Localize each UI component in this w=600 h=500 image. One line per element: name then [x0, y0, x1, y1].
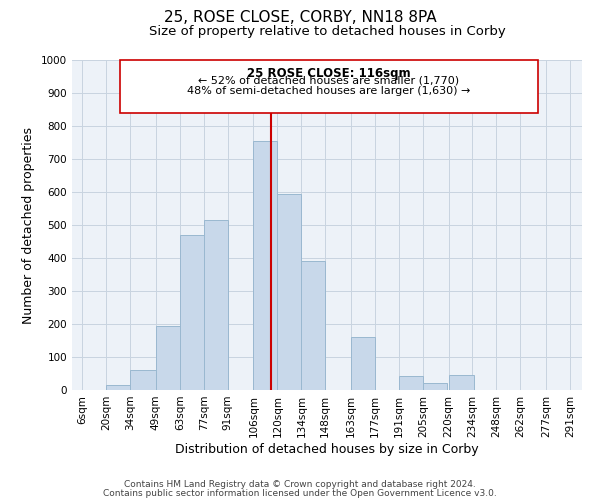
Bar — [130, 370, 156, 390]
Y-axis label: Number of detached properties: Number of detached properties — [22, 126, 35, 324]
FancyBboxPatch shape — [120, 60, 538, 113]
Text: Contains HM Land Registry data © Crown copyright and database right 2024.: Contains HM Land Registry data © Crown c… — [124, 480, 476, 489]
Bar — [253, 141, 277, 390]
Bar — [156, 326, 180, 390]
Bar — [351, 337, 375, 390]
Text: 25 ROSE CLOSE: 116sqm: 25 ROSE CLOSE: 116sqm — [247, 66, 410, 80]
Bar — [449, 376, 474, 390]
Bar — [106, 385, 130, 390]
Bar — [301, 262, 325, 390]
Text: 48% of semi-detached houses are larger (1,630) →: 48% of semi-detached houses are larger (… — [187, 86, 470, 97]
Text: Contains public sector information licensed under the Open Government Licence v3: Contains public sector information licen… — [103, 488, 497, 498]
Title: Size of property relative to detached houses in Corby: Size of property relative to detached ho… — [149, 25, 505, 38]
Text: ← 52% of detached houses are smaller (1,770): ← 52% of detached houses are smaller (1,… — [198, 76, 459, 86]
Bar — [399, 376, 423, 390]
Text: 25, ROSE CLOSE, CORBY, NN18 8PA: 25, ROSE CLOSE, CORBY, NN18 8PA — [164, 10, 436, 25]
Bar — [180, 235, 204, 390]
Bar — [423, 382, 447, 390]
Bar — [204, 220, 228, 390]
Bar — [277, 194, 301, 390]
X-axis label: Distribution of detached houses by size in Corby: Distribution of detached houses by size … — [175, 442, 479, 456]
